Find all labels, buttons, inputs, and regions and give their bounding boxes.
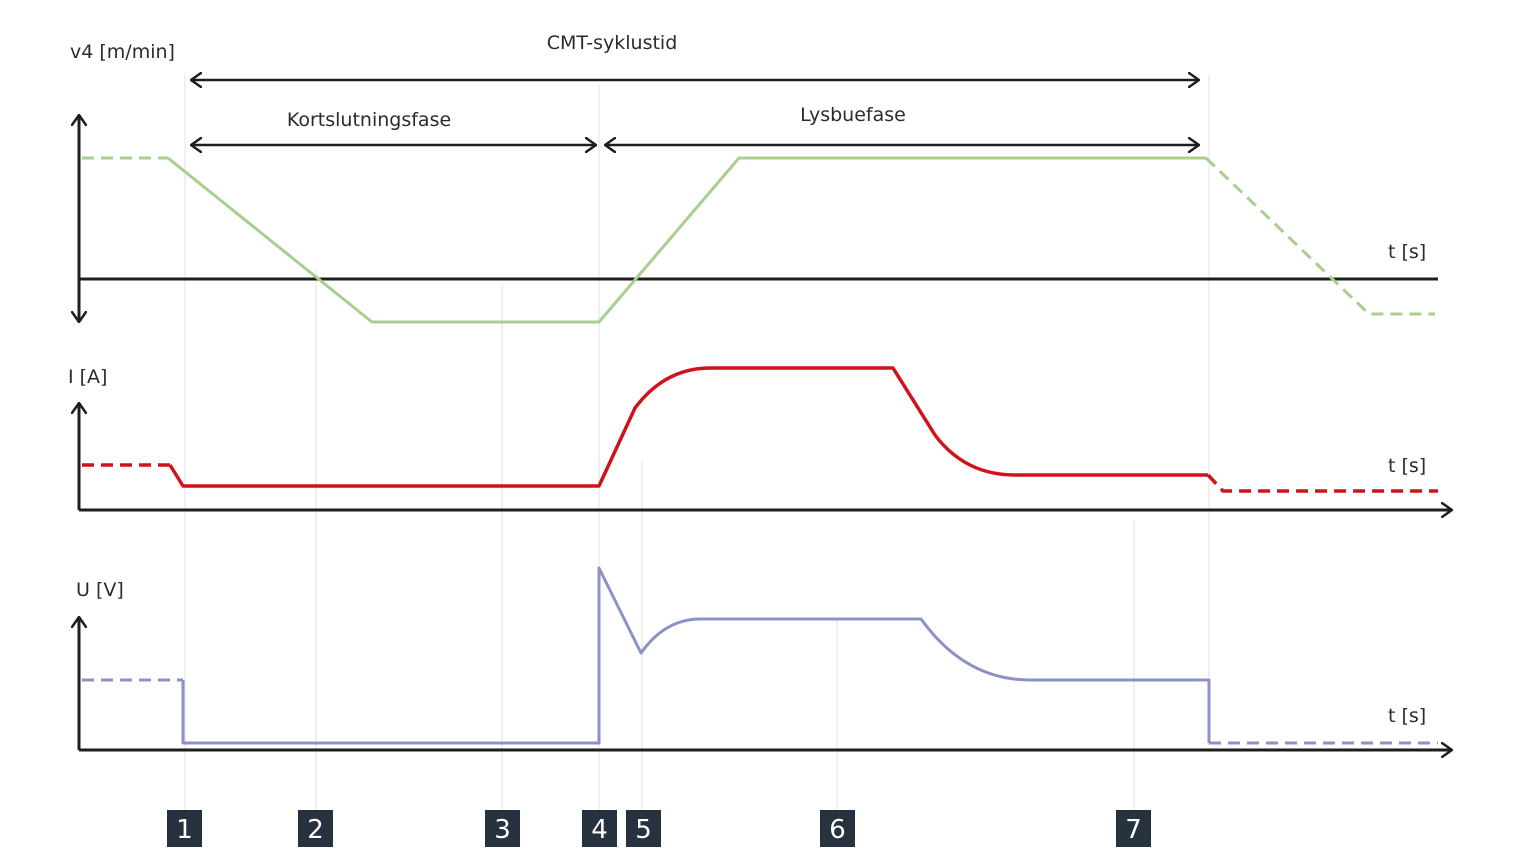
marker-6: 6 bbox=[820, 810, 855, 847]
current-curve bbox=[82, 366, 1438, 493]
marker-7-box bbox=[1116, 810, 1151, 847]
marker-4: 4 bbox=[582, 810, 617, 847]
marker-2-label: 2 bbox=[307, 815, 324, 845]
wire-speed-axis-label: v4 [m/min] bbox=[70, 41, 175, 63]
marker-3-label: 3 bbox=[494, 815, 511, 845]
short-circuit-phase-label: Kortslutningsfase bbox=[287, 109, 451, 131]
marker-5: 5 bbox=[626, 810, 661, 847]
current-solid bbox=[168, 366, 1208, 488]
marker-5-box bbox=[626, 810, 661, 847]
phase-markers: 1 2 3 4 5 6 7 bbox=[167, 810, 1151, 847]
wire-speed-time-label: t [s] bbox=[1388, 241, 1426, 263]
wire-speed-curve bbox=[82, 156, 1435, 324]
marker-6-label: 6 bbox=[829, 815, 846, 845]
marker-1-label: 1 bbox=[176, 815, 193, 845]
marker-6-box bbox=[820, 810, 855, 847]
marker-7: 7 bbox=[1116, 810, 1151, 847]
marker-4-box bbox=[582, 810, 617, 847]
marker-7-label: 7 bbox=[1125, 815, 1142, 845]
current-axis-label: I [A] bbox=[68, 366, 107, 388]
marker-3: 3 bbox=[485, 810, 520, 847]
marker-1-box bbox=[167, 810, 202, 847]
marker-2-box bbox=[298, 810, 333, 847]
axes bbox=[79, 115, 1452, 750]
voltage-time-label: t [s] bbox=[1388, 705, 1426, 727]
wire-speed-solid bbox=[167, 156, 1206, 324]
voltage-solid bbox=[181, 566, 1211, 745]
marker-3-box bbox=[485, 810, 520, 847]
marker-4-label: 4 bbox=[591, 815, 608, 845]
current-tail-dashed bbox=[1206, 473, 1438, 493]
marker-2: 2 bbox=[298, 810, 333, 847]
guide-lines bbox=[184, 75, 1210, 812]
phase-arrows bbox=[191, 80, 1199, 145]
cycle-time-label: CMT-syklustid bbox=[547, 32, 678, 54]
arc-phase-label: Lysbuefase bbox=[800, 104, 906, 126]
voltage-axis-label: U [V] bbox=[76, 579, 124, 601]
wire-speed-tail-dashed bbox=[1204, 156, 1435, 316]
marker-1: 1 bbox=[167, 810, 202, 847]
marker-5-label: 5 bbox=[635, 815, 652, 845]
voltage-curve bbox=[82, 566, 1438, 745]
current-time-label: t [s] bbox=[1388, 455, 1426, 477]
